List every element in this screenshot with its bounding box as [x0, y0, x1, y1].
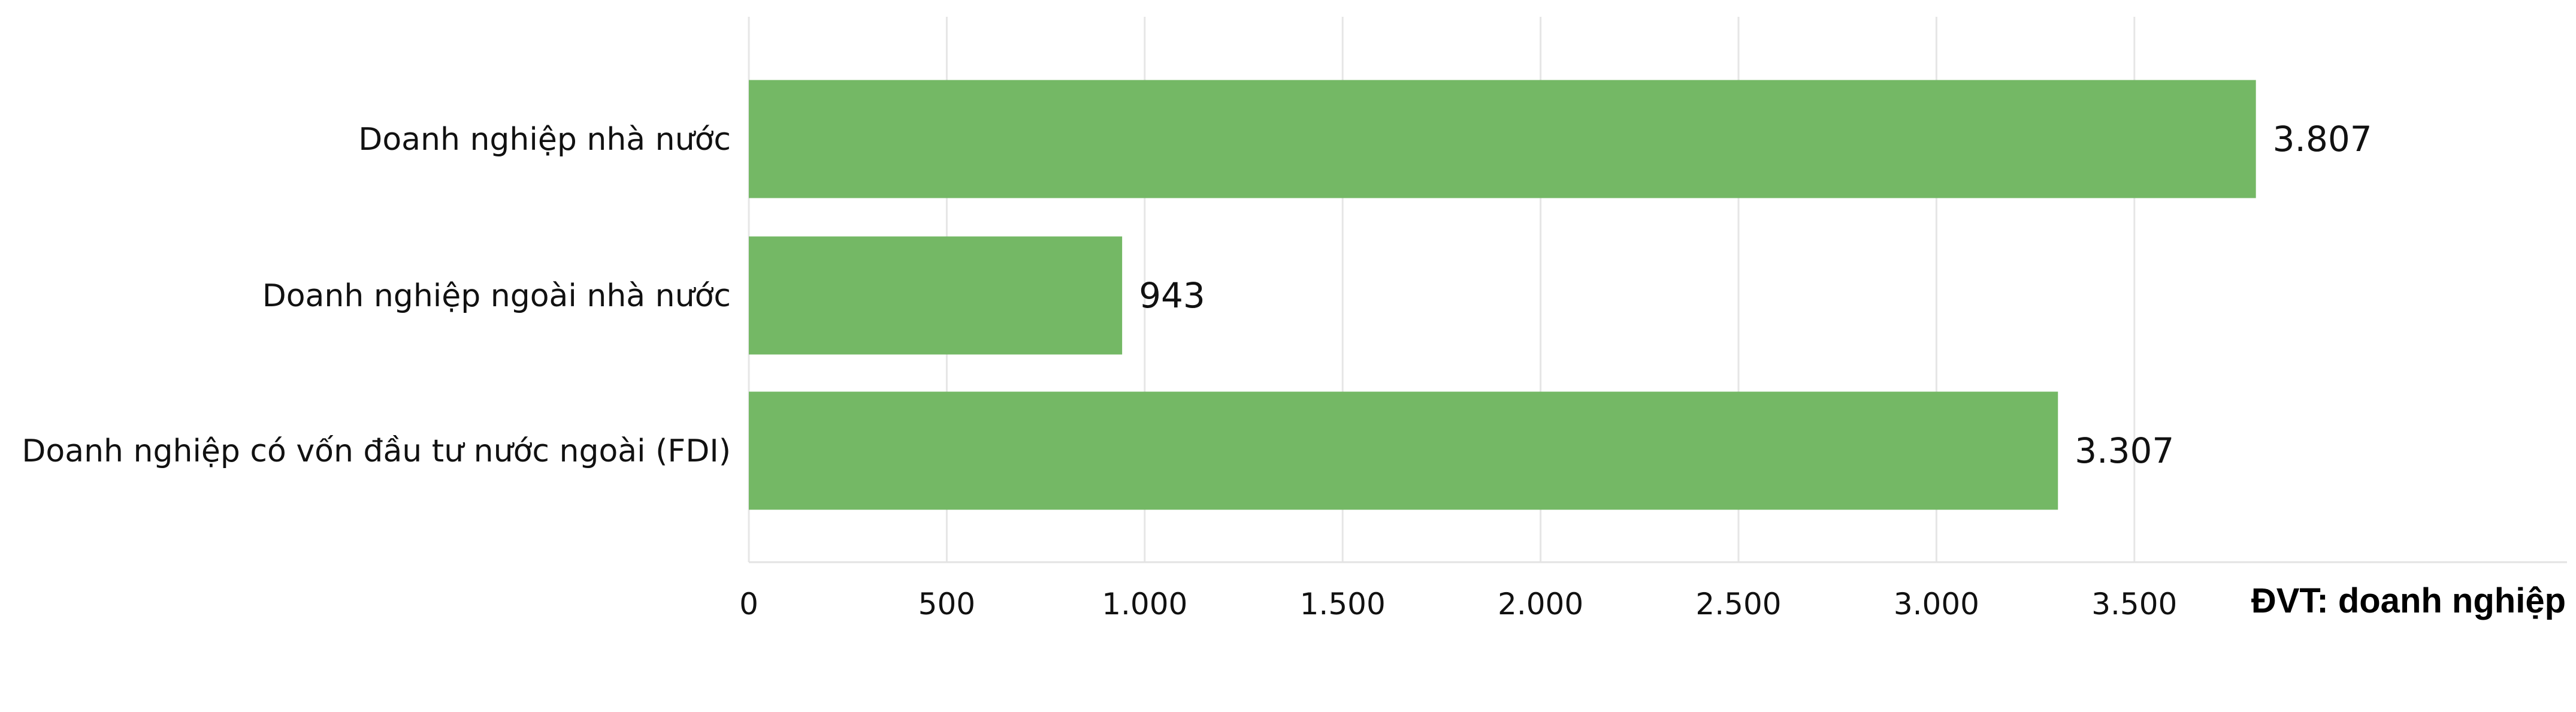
bar [749, 391, 2058, 510]
bar [749, 236, 1123, 355]
x-tick-label: 0 [739, 587, 758, 622]
x-tick-label: 1.500 [1300, 587, 1386, 622]
x-tick-labels: 0 500 1.000 1.500 2.000 2.500 3.000 3.500 [739, 587, 2177, 622]
value-labels: 3.807 943 3.307 [1139, 119, 2372, 471]
bar [749, 80, 2256, 198]
category-label: Doanh nghiệp có vốn đầu tư nước ngoài (F… [22, 433, 731, 469]
data-label: 3.307 [2075, 430, 2174, 471]
category-label: Doanh nghiệp nhà nước [358, 122, 731, 158]
x-tick-label: 3.000 [1894, 587, 1979, 622]
unit-label: ĐVT: doanh nghiệp [2251, 581, 2566, 620]
bars-group [749, 80, 2256, 510]
x-tick-label: 500 [918, 587, 975, 622]
x-tick-label: 1.000 [1102, 587, 1187, 622]
data-label: 943 [1139, 275, 1205, 316]
x-tick-label: 2.000 [1498, 587, 1583, 622]
x-tick-label: 2.500 [1695, 587, 1781, 622]
category-labels: Doanh nghiệp nhà nước Doanh nghiệp ngoài … [22, 122, 731, 469]
category-label: Doanh nghiệp ngoài nhà nước [262, 278, 731, 314]
data-label: 3.807 [2273, 119, 2372, 159]
x-tick-label: 3.500 [2091, 587, 2177, 622]
